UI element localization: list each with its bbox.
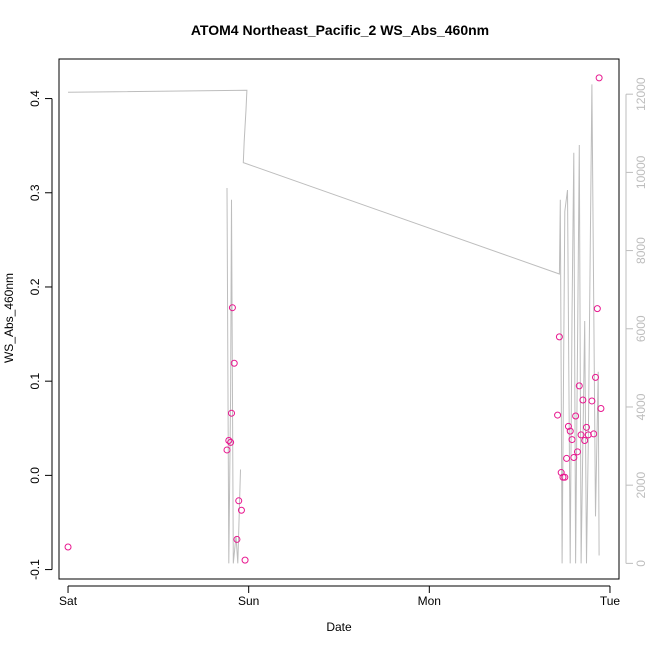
y-tick-label: 0.1 [28, 373, 42, 390]
y2-tick-label: 0 [634, 560, 648, 567]
data-point [577, 431, 585, 439]
x-tick-label: Mon [418, 594, 441, 608]
data-point [588, 397, 596, 405]
series-line [67, 84, 600, 564]
data-point [590, 430, 598, 438]
y2-tick-label: 12000 [634, 77, 648, 111]
data-point [237, 506, 245, 514]
data-point [592, 373, 600, 381]
y-axis-right: 0 2000 4000 6000 8000 10000 12000 [625, 77, 648, 567]
data-point [557, 469, 565, 477]
x-tick-label: Sun [238, 594, 259, 608]
x-axis: Sat Sun Mon Tue [59, 585, 621, 608]
series-line [226, 187, 241, 564]
data-point [593, 305, 601, 313]
data-point [597, 404, 605, 412]
x-axis-label: Date [326, 620, 352, 634]
plot-box [58, 58, 620, 580]
data-point [572, 412, 580, 420]
data-point [554, 411, 562, 419]
data-point [570, 453, 578, 461]
data-point [582, 423, 590, 431]
y2-tick-label: 4000 [634, 393, 648, 420]
y2-tick-label: 6000 [634, 315, 648, 342]
data-point [575, 382, 583, 390]
line-series [67, 84, 600, 564]
data-point [235, 497, 243, 505]
y2-tick-label: 8000 [634, 237, 648, 264]
data-point [233, 535, 241, 543]
y-tick-label: 0.0 [28, 467, 42, 484]
data-point [579, 396, 587, 404]
y-tick-label: -0.1 [28, 559, 42, 580]
data-point [225, 437, 233, 445]
y-tick-label: 0.2 [28, 278, 42, 295]
data-point [568, 436, 576, 444]
data-point [227, 438, 235, 446]
chart-title: ATOM4 Northeast_Pacific_2 WS_Abs_460nm [191, 22, 489, 38]
point-series [64, 74, 605, 564]
y-tick-label: 0.3 [28, 184, 42, 201]
y2-tick-label: 2000 [634, 471, 648, 498]
x-tick-label: Sat [59, 594, 78, 608]
data-point [228, 304, 236, 312]
data-point [228, 409, 236, 417]
y2-tick-label: 10000 [634, 155, 648, 189]
data-point [559, 473, 567, 481]
data-point [223, 446, 231, 454]
data-point [241, 556, 249, 564]
data-point [555, 333, 563, 341]
data-point [564, 422, 572, 430]
data-point [230, 359, 238, 367]
data-point [563, 454, 571, 462]
y-axis-label: WS_Abs_460nm [2, 273, 16, 363]
y-tick-label: 0.4 [28, 90, 42, 107]
data-point [595, 74, 603, 82]
y-axis-left: -0.1 0.0 0.1 0.2 0.3 0.4 [28, 90, 53, 580]
data-point [581, 437, 589, 445]
data-point [566, 427, 574, 435]
x-tick-label: Tue [600, 594, 621, 608]
data-point [561, 473, 569, 481]
data-point [573, 448, 581, 456]
data-point [64, 543, 72, 551]
